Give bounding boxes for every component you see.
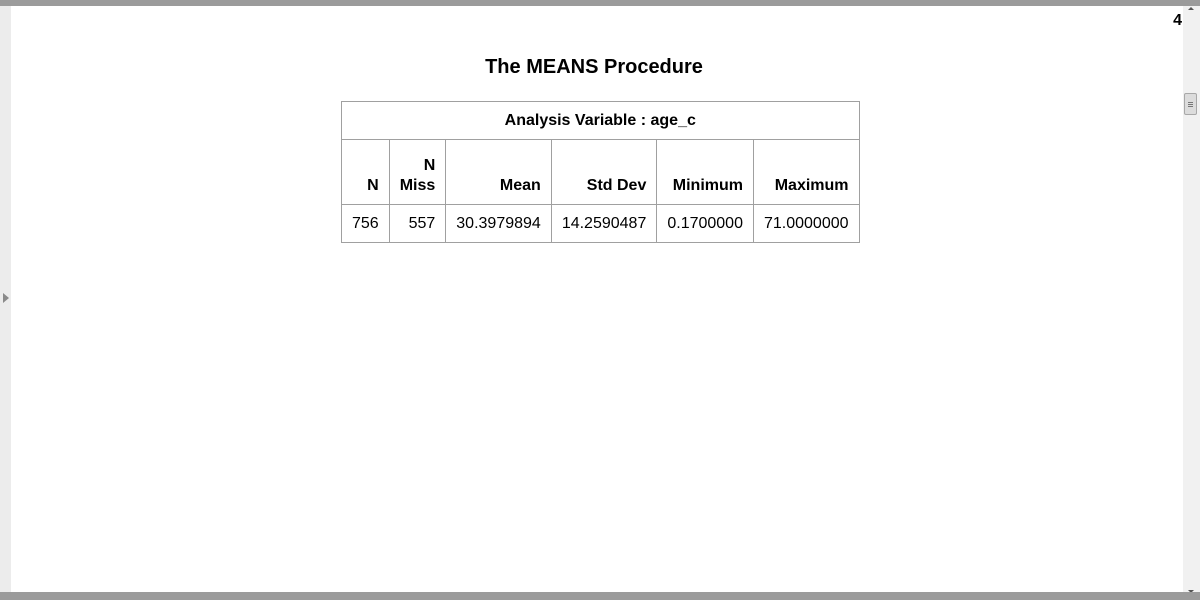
header-nmiss-line1: N <box>423 157 436 174</box>
table-caption-row: Analysis Variable : age_c <box>341 101 860 140</box>
scroll-thumb[interactable] <box>1184 93 1197 115</box>
cell-maximum: 71.0000000 <box>752 204 860 243</box>
cell-mean: 30.3979894 <box>445 204 552 243</box>
header-mean: Mean <box>445 139 552 205</box>
procedure-title: The MEANS Procedure <box>485 56 703 78</box>
bottom-border-bar <box>0 592 1200 600</box>
cell-nmiss: 557 <box>388 204 447 243</box>
header-maximum: Maximum <box>752 139 860 205</box>
triangle-right-icon[interactable] <box>3 293 9 303</box>
arrow-up-icon[interactable] <box>1188 7 1194 10</box>
cell-n: 756 <box>341 204 390 243</box>
header-minimum: Minimum <box>656 139 754 205</box>
arrow-down-icon[interactable] <box>1188 590 1194 593</box>
header-nmiss-line2: Miss <box>399 177 436 194</box>
header-n: N <box>341 139 390 205</box>
cell-std-dev: 14.2590487 <box>550 204 658 243</box>
scroll-thumb-grip-icon <box>1188 106 1193 107</box>
page-number: 4 <box>1173 12 1182 29</box>
header-nmiss: N Miss <box>388 139 447 205</box>
header-std-dev: Std Dev <box>550 139 658 205</box>
vertical-scrollbar[interactable] <box>1183 6 1200 592</box>
table-row: 756 557 30.3979894 14.2590487 0.1700000 … <box>341 204 860 243</box>
cell-minimum: 0.1700000 <box>656 204 754 243</box>
table-header-row: N N Miss Mean Std Dev Minimum Maximum <box>341 139 860 205</box>
means-results-table: Analysis Variable : age_c N N Miss Mean … <box>341 101 860 243</box>
analysis-variable-caption: Analysis Variable : age_c <box>341 101 860 140</box>
scroll-thumb-grip-icon <box>1188 104 1193 105</box>
scroll-thumb-grip-icon <box>1188 102 1193 103</box>
top-border-bar <box>0 0 1200 6</box>
